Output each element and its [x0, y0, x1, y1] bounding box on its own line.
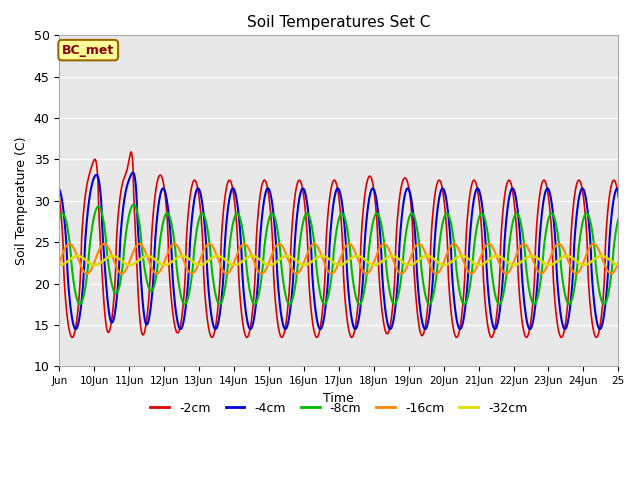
-16cm: [275, 241, 283, 247]
X-axis label: Time: Time: [323, 392, 354, 405]
-4cm: [604, 274, 612, 280]
-32cm: [543, 262, 551, 267]
-32cm: [294, 259, 301, 265]
Line: -16cm: -16cm: [60, 244, 618, 274]
-32cm: [476, 262, 483, 268]
-16cm: [56, 260, 63, 265]
-16cm: [152, 271, 160, 276]
-2cm: [127, 149, 135, 155]
-16cm: [604, 268, 612, 274]
Y-axis label: Soil Temperature (C): Soil Temperature (C): [15, 137, 28, 265]
-32cm: [614, 262, 622, 268]
-16cm: [119, 270, 127, 276]
-16cm: [294, 270, 302, 276]
-4cm: [294, 204, 302, 210]
-16cm: [397, 271, 405, 276]
-4cm: [544, 186, 552, 192]
Title: Soil Temperatures Set C: Soil Temperatures Set C: [247, 15, 431, 30]
-8cm: [270, 212, 278, 218]
-2cm: [119, 179, 127, 184]
-8cm: [294, 259, 302, 265]
-4cm: [387, 326, 394, 332]
-16cm: [544, 262, 552, 268]
Line: -4cm: -4cm: [60, 172, 618, 329]
-16cm: [270, 248, 278, 253]
-4cm: [129, 169, 137, 175]
Text: BC_met: BC_met: [62, 44, 115, 57]
-32cm: [119, 259, 127, 265]
-2cm: [270, 276, 278, 282]
-4cm: [56, 186, 63, 192]
-32cm: [604, 255, 612, 261]
-8cm: [130, 202, 138, 207]
-2cm: [294, 178, 302, 184]
-2cm: [56, 194, 63, 200]
-8cm: [544, 220, 552, 226]
Line: -2cm: -2cm: [60, 152, 618, 337]
Legend: -2cm, -4cm, -8cm, -16cm, -32cm: -2cm, -4cm, -8cm, -16cm, -32cm: [145, 396, 532, 420]
-2cm: [604, 208, 612, 214]
-4cm: [119, 206, 127, 212]
-8cm: [152, 272, 160, 277]
-4cm: [152, 222, 160, 228]
-8cm: [119, 260, 127, 265]
-32cm: [270, 261, 278, 267]
-2cm: [278, 335, 285, 340]
-32cm: [152, 258, 160, 264]
-2cm: [152, 183, 160, 189]
Line: -8cm: -8cm: [60, 204, 618, 304]
-16cm: [614, 260, 622, 265]
-8cm: [426, 301, 433, 307]
-8cm: [56, 216, 63, 222]
-2cm: [544, 188, 552, 194]
-4cm: [614, 186, 622, 192]
Line: -32cm: -32cm: [60, 256, 618, 265]
-4cm: [270, 215, 278, 220]
-2cm: [614, 194, 622, 200]
-8cm: [604, 293, 612, 299]
-32cm: [56, 262, 63, 268]
-8cm: [614, 216, 622, 222]
-32cm: [598, 253, 605, 259]
